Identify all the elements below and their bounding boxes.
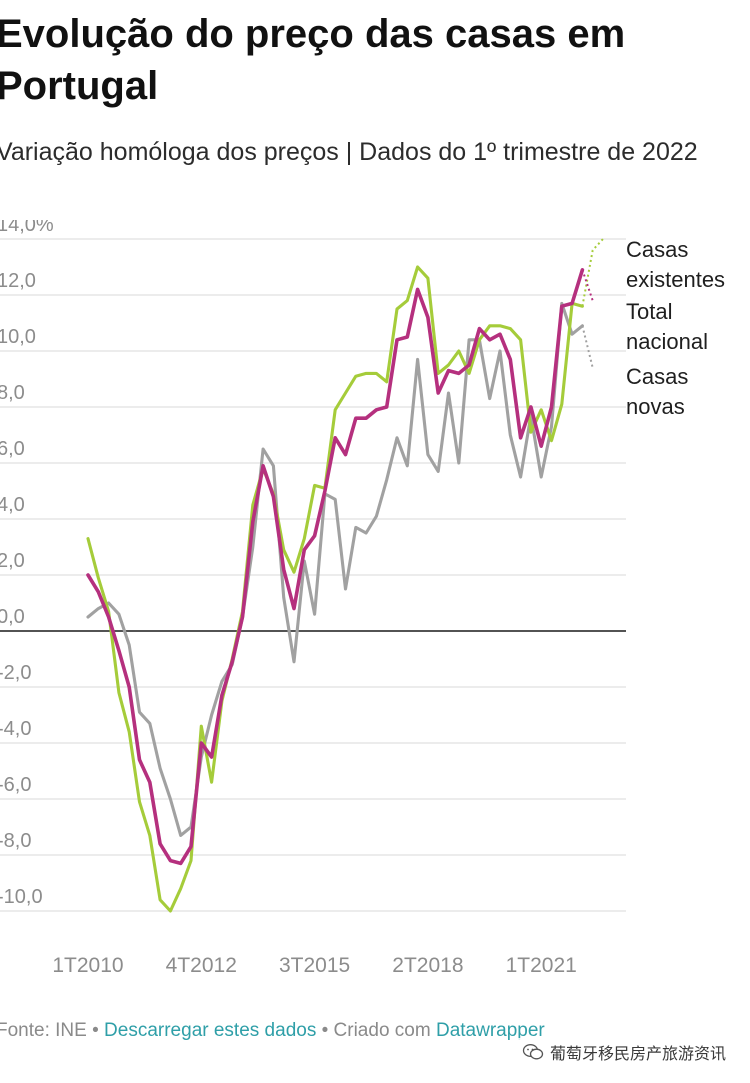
series-label-line: Casas (626, 237, 688, 262)
series-label-line: Casas (626, 364, 688, 389)
chart-title: Evolução do preço das casas em Portugal (0, 12, 626, 108)
series-connector (581, 269, 594, 301)
grid-layer (0, 238, 626, 912)
datawrapper-link[interactable]: Datawrapper (435, 1020, 545, 1041)
footer-separator: • (86, 1020, 105, 1041)
y-tick-label: 0,0 (0, 606, 25, 628)
x-axis-ticks: 1T2010 4T2012 3T2015 2T2018 1T2021 (52, 954, 576, 977)
y-tick-label: 12,0 (0, 270, 36, 292)
series-line-total-nacional (86, 267, 585, 866)
series-label-line: existentes (626, 267, 725, 292)
series-label-line: Total (626, 299, 672, 324)
series-label: Total nacional (626, 299, 708, 354)
y-tick-label: 8,0 (0, 382, 25, 404)
y-tick-label: -10,0 (0, 886, 43, 908)
watermark-text: 葡萄牙移民房产旅游资讯 (549, 1046, 726, 1063)
footer-source: Fonte: INE (0, 1020, 87, 1041)
series-connector (581, 325, 594, 369)
x-tick-label: 3T2015 (279, 954, 350, 977)
series-labels: Casas existentes Total nacional Casas novas (626, 237, 725, 419)
download-data-link[interactable]: Descarregar estes dados (104, 1020, 317, 1041)
series-label: Casas existentes (626, 237, 725, 292)
series-label-line: nacional (626, 329, 708, 354)
y-tick-label: -8,0 (0, 830, 31, 852)
y-tick-label: 4,0 (0, 494, 25, 516)
series-line-casas-existentes (86, 265, 584, 913)
series-label-line: novas (626, 394, 685, 419)
line-chart: 14,0% 12,0 10,0 8,0 6,0 4,0 2,0 0,0 -2,0 -4,0 -6,0… (0, 220, 725, 977)
y-axis-ticks: 14,0% 12,0 10,0 8,0 6,0 4,0 2,0 0,0 -2,0 -4,0 -6,0… (0, 220, 54, 908)
watermark: 葡萄牙移民房产旅游资讯 (517, 1038, 730, 1066)
y-tick-label: 2,0 (0, 550, 25, 572)
y-tick-label: -4,0 (0, 718, 31, 740)
series-line-casas-novas (86, 301, 584, 837)
y-tick-label: 6,0 (0, 438, 25, 460)
chart-subtitle: Variação homóloga dos preços | Dados do … (0, 138, 698, 166)
wechat-icon (522, 1044, 544, 1060)
y-tick-label: 10,0 (0, 326, 36, 348)
y-tick-label: -6,0 (0, 774, 31, 796)
x-tick-label: 2T2018 (392, 954, 463, 977)
y-tick-label: 14,0% (0, 220, 54, 236)
series-connector (581, 238, 604, 307)
y-tick-label: -2,0 (0, 662, 31, 684)
footer-created-with: • Criado com (316, 1020, 436, 1041)
x-tick-label: 1T2010 (52, 954, 123, 977)
x-tick-label: 1T2021 (506, 954, 577, 977)
series-label: Casas novas (626, 364, 688, 419)
x-tick-label: 4T2012 (166, 954, 237, 977)
series-lines (86, 238, 604, 913)
footer: Fonte: INE • Descarregar estes dados • C… (0, 1020, 750, 1042)
